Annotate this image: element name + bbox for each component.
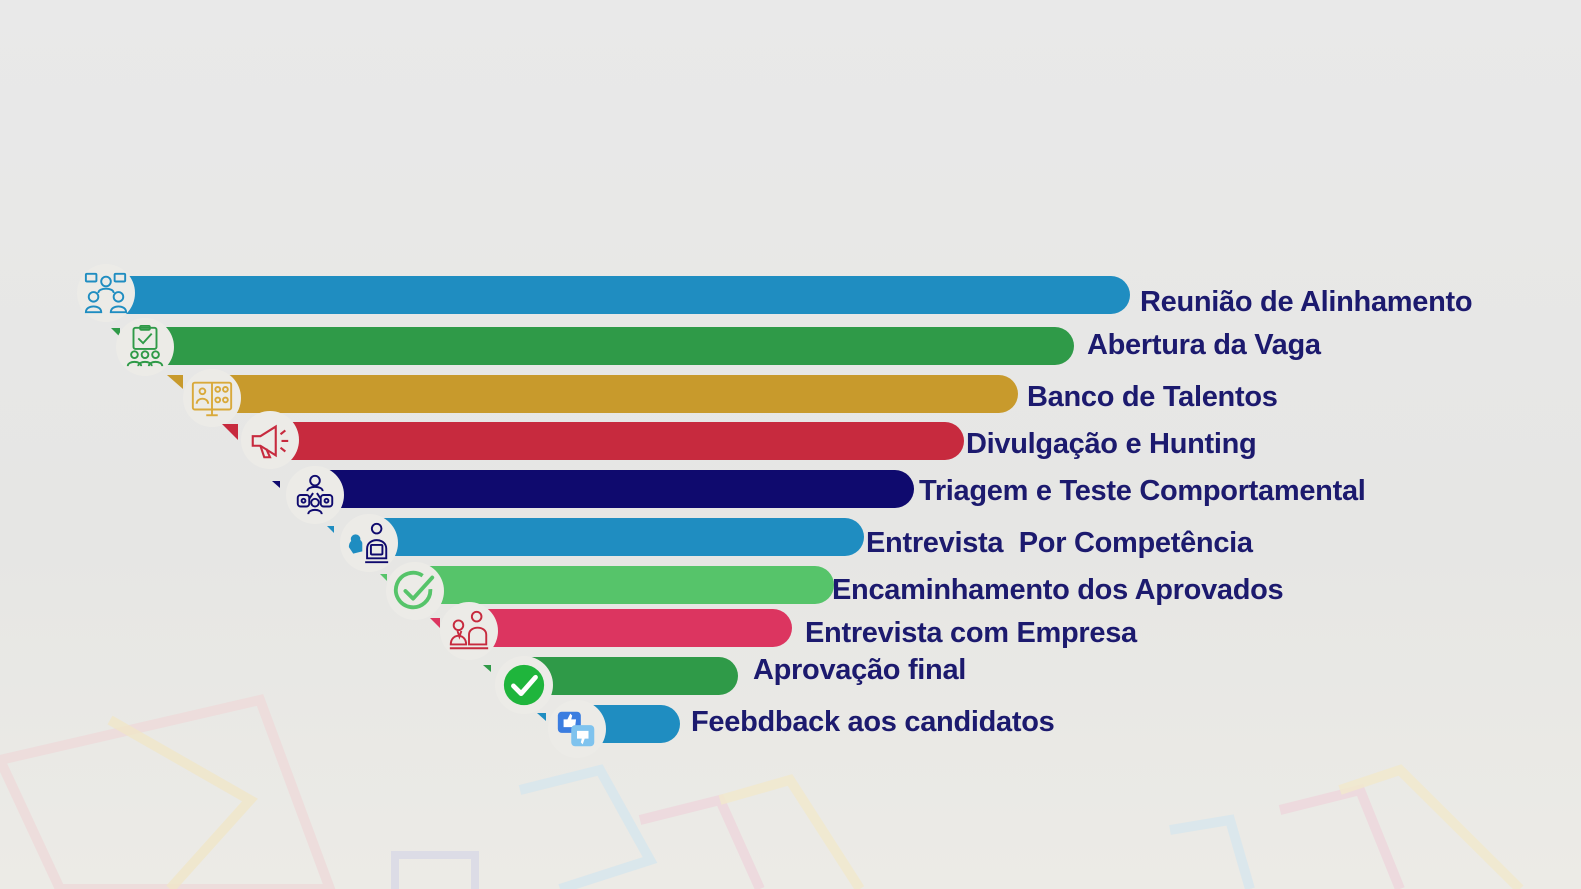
- step-pointer: [430, 618, 440, 628]
- funnel-bar: [110, 276, 1130, 314]
- funnel-step-label: Divulgação e Hunting: [966, 428, 1257, 460]
- funnel-bar: [318, 470, 914, 508]
- step-pointer: [327, 526, 334, 533]
- funnel-bar: [272, 422, 964, 460]
- step-pointer: [483, 665, 491, 672]
- talent-database-icon: [183, 369, 241, 427]
- funnel-bar: [150, 327, 1074, 365]
- meeting-people-icon: [77, 264, 135, 322]
- funnel-step-label: Reunião de Alinhamento: [1140, 286, 1473, 318]
- step-pointer: [537, 713, 546, 721]
- check-circle-filled-icon: [495, 656, 553, 714]
- funnel-step-label: Triagem e Teste Comportamental: [919, 475, 1366, 507]
- funnel-step-label: Abertura da Vaga: [1087, 329, 1321, 361]
- funnel-bar: [416, 566, 834, 604]
- funnel-bar: [518, 657, 738, 695]
- step-pointer: [167, 375, 183, 389]
- check-circle-outline-icon: [386, 562, 444, 620]
- funnel-step-label: Aprovação final: [753, 654, 967, 686]
- step-pointer: [272, 481, 280, 488]
- funnel-step-label: Entrevista com Empresa: [805, 617, 1137, 649]
- funnel-bar: [472, 609, 792, 647]
- clipboard-team-icon: [116, 318, 174, 376]
- feedback-thumbs-icon: [548, 700, 606, 758]
- step-pointer: [222, 424, 238, 440]
- funnel-step-label: Banco de Talentos: [1027, 381, 1278, 413]
- funnel-step-label: Entrevista Por Competência: [866, 527, 1253, 559]
- team-network-icon: [286, 466, 344, 524]
- step-pointer: [111, 328, 120, 337]
- company-interview-icon: [440, 602, 498, 660]
- funnel-step-label: Encaminhamento dos Aprovados: [832, 574, 1284, 606]
- funnel-bar: [366, 518, 864, 556]
- funnel-step-label: Feebdback aos candidatos: [691, 706, 1055, 738]
- funnel-bar: [210, 375, 1018, 413]
- step-pointer: [380, 574, 387, 581]
- megaphone-icon: [241, 411, 299, 469]
- interview-icon: [340, 514, 398, 572]
